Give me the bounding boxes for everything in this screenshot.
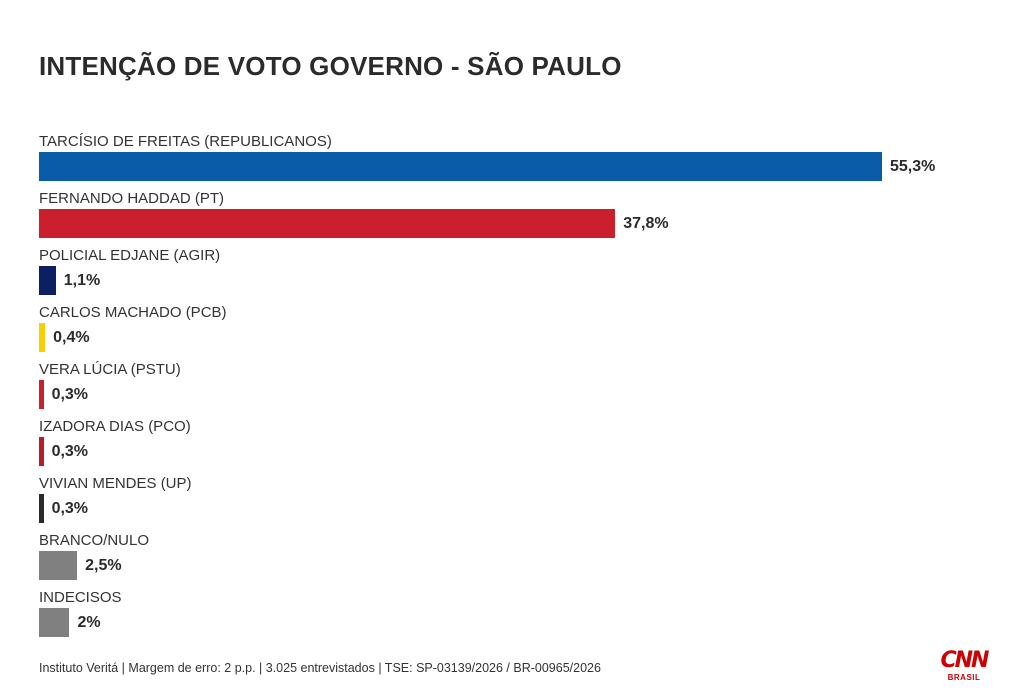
bar bbox=[39, 608, 70, 637]
bar bbox=[39, 380, 44, 409]
bar-category-label: TARCÍSIO DE FREITAS (REPUBLICANOS) bbox=[39, 133, 332, 150]
bar-category-label: VIVIAN MENDES (UP) bbox=[39, 475, 192, 492]
source-footnote: Instituto Veritá | Margem de erro: 2 p.p… bbox=[39, 661, 601, 675]
bar bbox=[39, 494, 44, 523]
bar-value-label: 37,8% bbox=[623, 215, 669, 232]
bar-category-label: VERA LÚCIA (PSTU) bbox=[39, 361, 181, 378]
bar-row: TARCÍSIO DE FREITAS (REPUBLICANOS) 55,3% bbox=[39, 130, 999, 187]
bar-category-label: CARLOS MACHADO (PCB) bbox=[39, 304, 227, 321]
bar-row: POLICIAL EDJANE (AGIR) 1,1% bbox=[39, 244, 999, 301]
bar-row: VIVIAN MENDES (UP) 0,3% bbox=[39, 472, 999, 529]
bar bbox=[39, 323, 46, 352]
cnn-logo-sub: BRASIL bbox=[947, 673, 981, 682]
bar-value-label: 0,3% bbox=[51, 386, 89, 403]
cnn-brasil-logo: CNN BRASIL bbox=[938, 650, 990, 686]
bar-category-label: IZADORA DIAS (PCO) bbox=[39, 418, 191, 435]
bar-row: FERNANDO HADDAD (PT) 37,8% bbox=[39, 187, 999, 244]
chart-title: INTENÇÃO DE VOTO GOVERNO - SÃO PAULO bbox=[39, 51, 622, 81]
bar-chart: TARCÍSIO DE FREITAS (REPUBLICANOS) 55,3% F… bbox=[39, 130, 999, 643]
bar-row: CARLOS MACHADO (PCB) 0,4% bbox=[39, 301, 999, 358]
bar-value-label: 55,3% bbox=[890, 158, 936, 175]
bar bbox=[39, 551, 78, 580]
cnn-logo-mark: CNN bbox=[940, 648, 990, 673]
bar-category-label: POLICIAL EDJANE (AGIR) bbox=[39, 247, 221, 264]
bar bbox=[39, 152, 882, 181]
bar-value-label: 0,4% bbox=[53, 329, 90, 346]
bar-category-label: FERNANDO HADDAD (PT) bbox=[39, 190, 225, 207]
bar-value-label: 0,3% bbox=[51, 443, 89, 460]
bar-row: INDECISOS 2% bbox=[39, 586, 999, 643]
bar-row: IZADORA DIAS (PCO) 0,3% bbox=[39, 415, 999, 472]
bar-value-label: 2,5% bbox=[85, 557, 122, 574]
bar-value-label: 2% bbox=[77, 614, 101, 631]
bar bbox=[39, 266, 56, 295]
bar bbox=[39, 209, 616, 238]
bar-value-label: 0,3% bbox=[51, 500, 89, 517]
bar-row: BRANCO/NULO 2,5% bbox=[39, 529, 999, 586]
bar-category-label: BRANCO/NULO bbox=[39, 532, 150, 549]
bar-value-label: 1,1% bbox=[63, 272, 101, 289]
bar bbox=[39, 437, 44, 466]
bar-row: VERA LÚCIA (PSTU) 0,3% bbox=[39, 358, 999, 415]
bar-category-label: INDECISOS bbox=[39, 589, 122, 606]
